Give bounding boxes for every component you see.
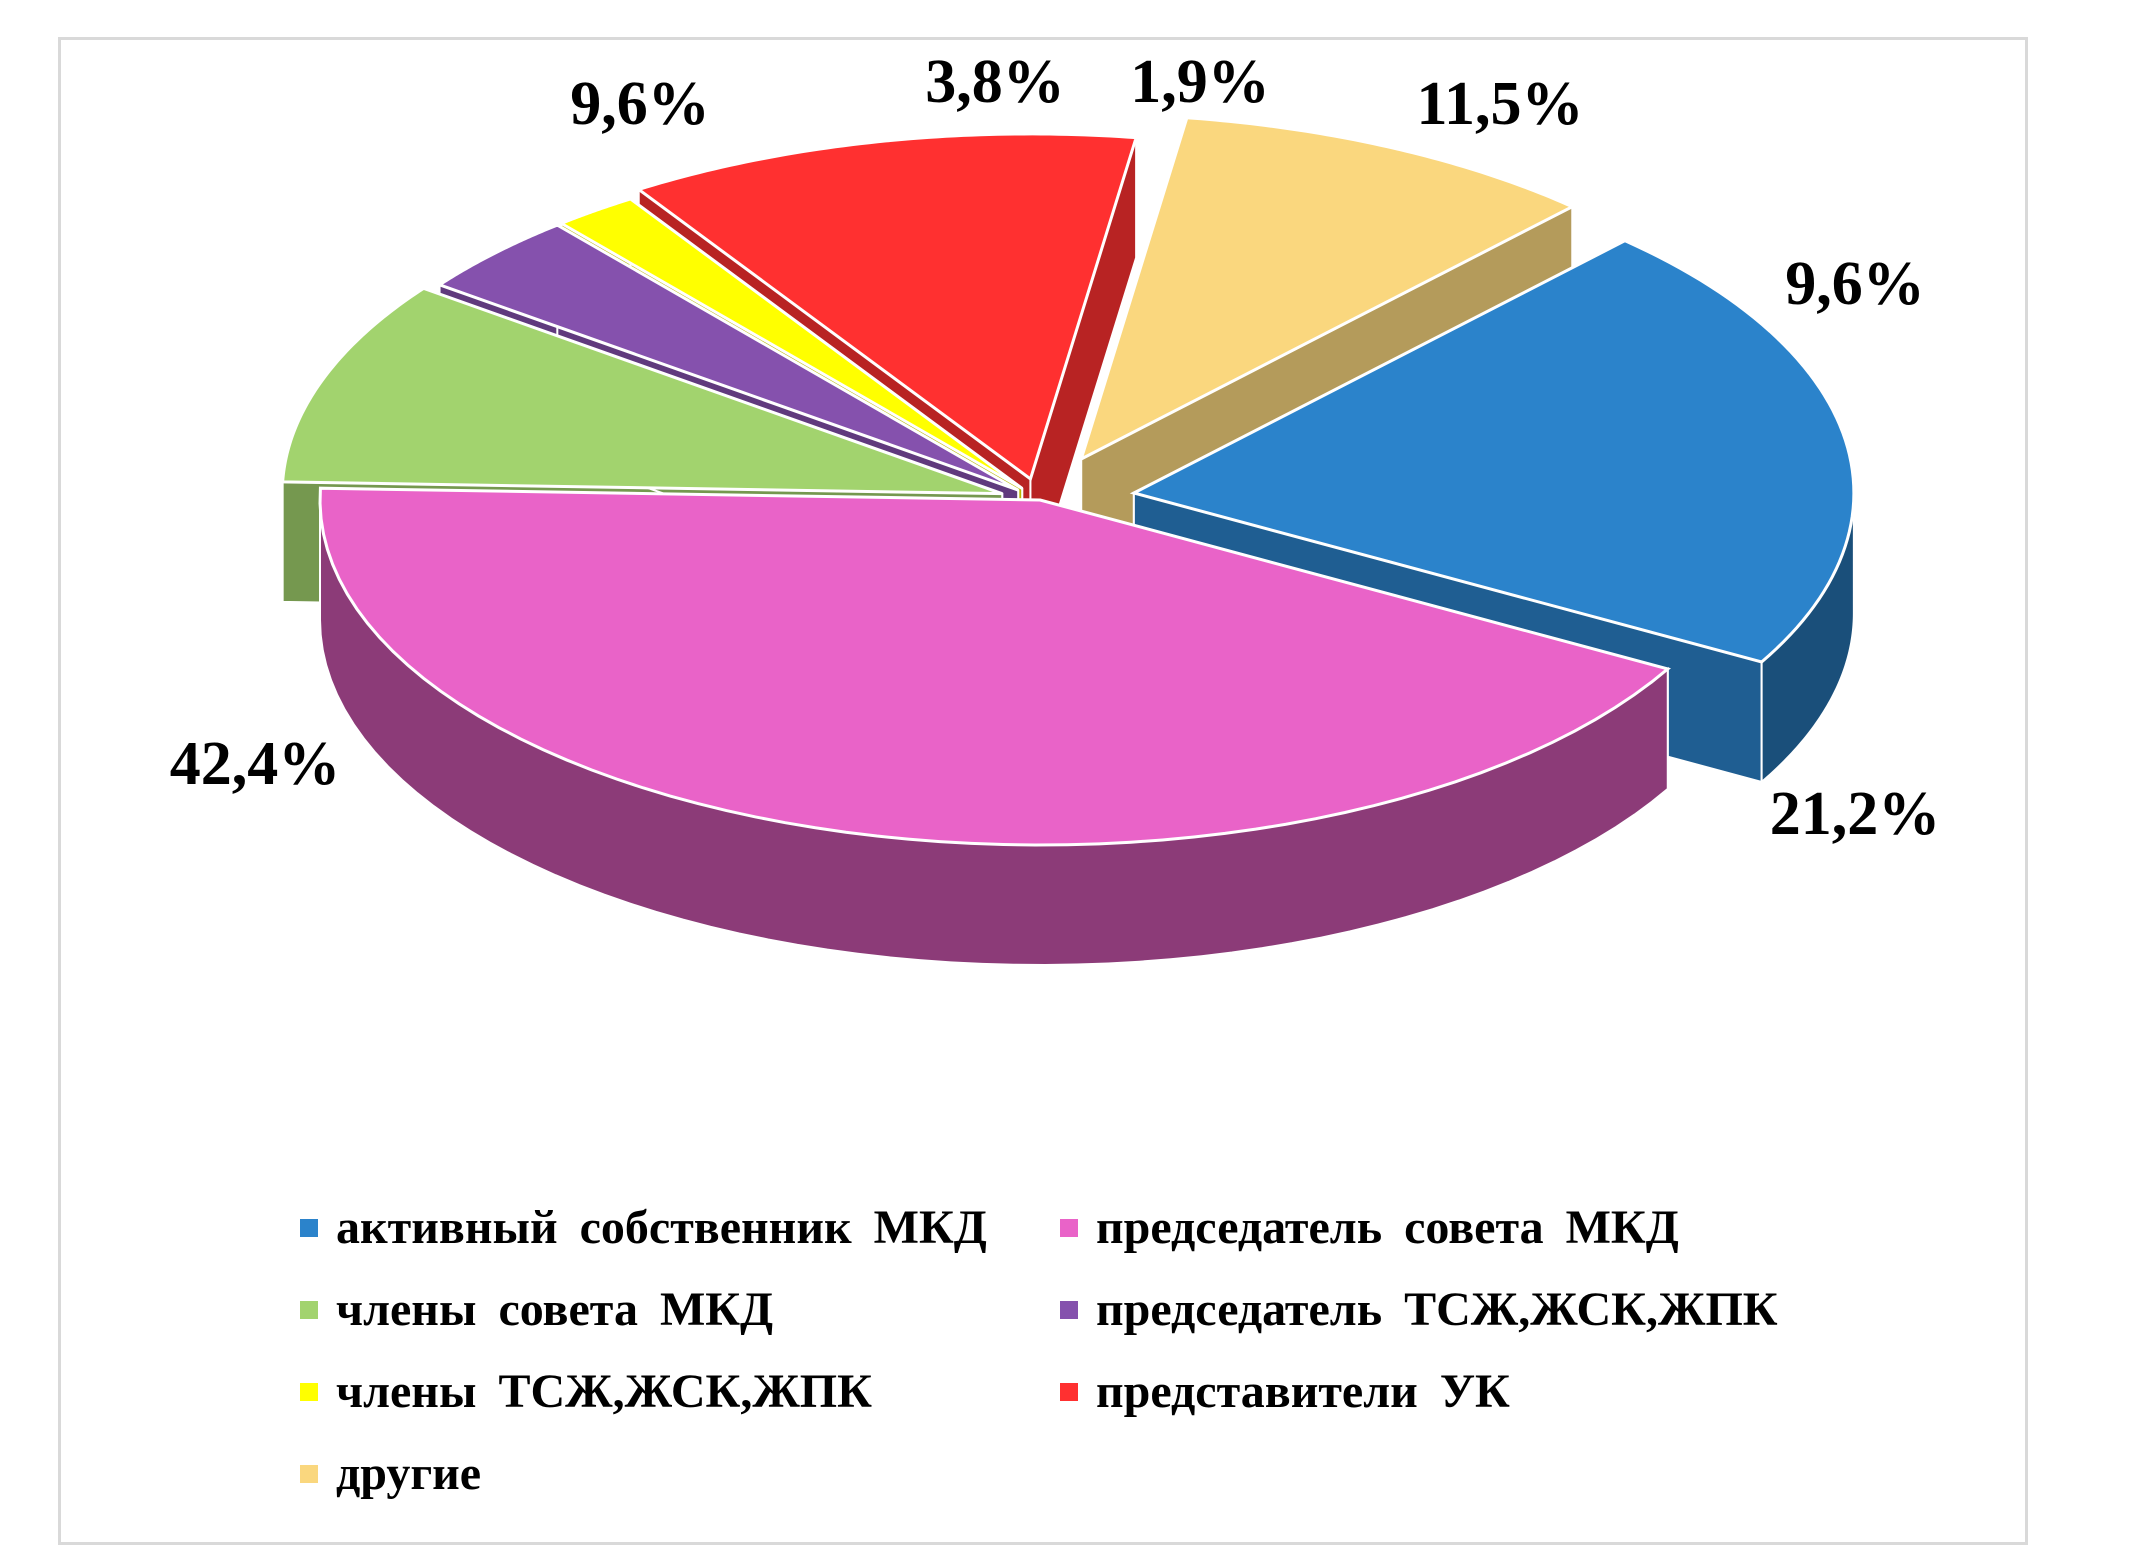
legend-label-council-chair: председатель совета МКД: [1096, 1201, 1679, 1254]
legend-item-active-owner: активный собственник МКД: [300, 1200, 987, 1255]
legend-label-mc-reps: представители УК: [1096, 1365, 1510, 1418]
data-label-mc-reps: 11,5%: [1416, 70, 1583, 138]
data-label-hoa-members: 1,9%: [1130, 48, 1270, 116]
legend-label-active-owner: активный собственник МКД: [336, 1201, 987, 1254]
slice-top-council-chair: [318, 486, 1671, 847]
data-label-active-owner: 21,2%: [1770, 780, 1941, 848]
data-label-council-chair: 42,4%: [170, 730, 341, 798]
legend-item-council-members: члены совета МКД: [300, 1282, 773, 1337]
slice-top-active-owner: [1129, 239, 1856, 664]
legend-label-hoa-chair: председатель ТСЖ,ЖСК,ЖПК: [1096, 1283, 1778, 1336]
data-labels: 21,2% 42,4% 9,6% 3,8% 1,9% 11,5% 9,6%: [170, 48, 1941, 848]
data-label-other: 9,6%: [1785, 250, 1925, 318]
legend-swatch-council-members: [300, 1300, 318, 1319]
data-label-hoa-chair: 3,8%: [925, 48, 1065, 116]
legend-swatch-other: [300, 1464, 318, 1483]
legend-swatch-mc-reps: [1060, 1382, 1078, 1401]
slice-top-hoa-members: [557, 197, 1024, 490]
slice-top-other: [1078, 116, 1576, 462]
slice-top-hoa-chair: [436, 223, 1019, 492]
legend-item-council-chair: председатель совета МКД: [1060, 1200, 1679, 1255]
legend-item-other: другие: [300, 1446, 481, 1501]
pie-slice-council-chair: [318, 486, 1671, 966]
legend-item-mc-reps: представители УК: [1060, 1364, 1510, 1419]
legend-swatch-active-owner: [300, 1218, 318, 1237]
legend-label-council-members: члены совета МКД: [336, 1283, 774, 1336]
legend-label-other: другие: [336, 1447, 482, 1500]
legend-swatch-hoa-members: [300, 1382, 318, 1401]
legend-swatch-hoa-chair: [1060, 1300, 1078, 1319]
legend-item-hoa-chair: председатель ТСЖ,ЖСК,ЖПК: [1060, 1282, 1778, 1337]
slice-top-council-members: [281, 286, 1003, 496]
legend-label-hoa-members: члены ТСЖ,ЖСК,ЖПК: [336, 1365, 872, 1418]
legend-item-hoa-members: члены ТСЖ,ЖСК,ЖПК: [300, 1364, 872, 1419]
pie-slices: [281, 116, 1856, 966]
legend-swatch-council-chair: [1060, 1218, 1078, 1237]
data-label-council-members: 9,6%: [570, 70, 710, 138]
slice-top-mc-reps: [635, 132, 1139, 482]
